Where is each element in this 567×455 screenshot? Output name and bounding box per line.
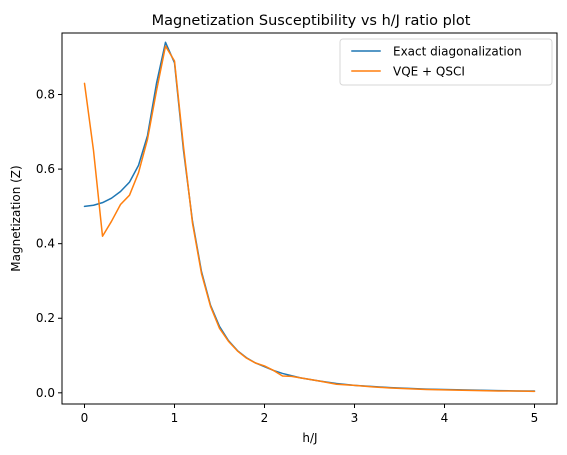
y-tick-label-3: 0.6 [36, 162, 55, 176]
y-tick-label-4: 0.8 [36, 88, 55, 102]
x-tick-label-5: 5 [531, 411, 539, 425]
x-axis-label: h/J [302, 431, 317, 445]
legend-label-vqe-qsci: VQE + QSCI [393, 65, 465, 79]
legend: Exact diagonalization VQE + QSCI [339, 38, 553, 86]
y-tick-label-2: 0.4 [36, 237, 55, 251]
y-tick-label-0: 0.0 [36, 386, 55, 400]
x-tick-label-2: 2 [261, 411, 269, 425]
legend-box [339, 38, 553, 86]
x-tick-label-4: 4 [441, 411, 449, 425]
plot-frame [61, 32, 558, 405]
legend-label-exact-diagonalization: Exact diagonalization [393, 45, 522, 59]
chart-title: Magnetization Susceptibility vs h/J rati… [152, 13, 471, 29]
x-ticks: 0 1 2 3 4 5 [81, 404, 539, 425]
x-tick-label-0: 0 [81, 411, 89, 425]
series-layer [83, 41, 536, 393]
y-axis-label: Magnetization (Z) [9, 165, 23, 271]
x-tick-label-3: 3 [351, 411, 359, 425]
y-tick-label-1: 0.2 [36, 311, 55, 325]
x-tick-label-1: 1 [171, 411, 179, 425]
y-ticks: 0.0 0.2 0.4 0.6 0.8 [36, 88, 62, 400]
plot-area: 0 1 2 3 4 5 0.0 0.2 0.4 0.6 0.8 [36, 32, 558, 425]
series-line-1 [83, 45, 536, 393]
